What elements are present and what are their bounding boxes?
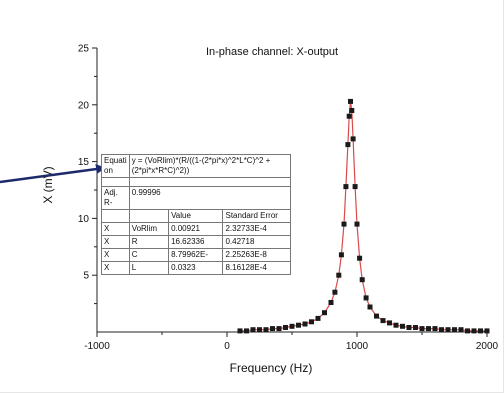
data-point [439, 327, 444, 333]
table-row: X R 16.62336 0.42718 [101, 235, 291, 249]
y-tick-label: 15 [78, 157, 90, 168]
fit-results-table: Equati on y = (VoRlim)*(R/((1-(2*pi*x)^2… [101, 154, 292, 275]
data-point [419, 326, 425, 332]
data-point [452, 327, 457, 333]
cell-parameter: R [128, 235, 170, 249]
data-point [276, 326, 282, 332]
cell-parameter: VoRlim [128, 222, 170, 236]
data-point [413, 325, 418, 330]
axes: -1000 0 1000 2000 5 10 15 20 25 [78, 44, 499, 353]
data-point [354, 221, 360, 227]
data-point [348, 98, 353, 104]
data-point [458, 327, 464, 333]
data-point [250, 327, 256, 333]
table-row-adjr: Adj. R- 0.99996 [101, 186, 292, 210]
table-row: X L 0.0323 8.16128E-4 [101, 261, 291, 275]
x-tick-label: -1000 [84, 341, 110, 352]
equation-text: y = (VoRlim)*(R/((1-(2*pi*x)^2*L*C)^2 +(… [128, 154, 292, 178]
cell-variable: X [101, 248, 130, 262]
data-point [359, 277, 365, 283]
cell-error: 2.32733E-4 [222, 222, 291, 236]
data-point [426, 326, 431, 332]
data-point [263, 327, 269, 333]
y-tick-label: 5 [83, 271, 89, 282]
cell-variable: X [101, 222, 130, 236]
x-tick-label: 2000 [476, 341, 499, 352]
data-point [393, 322, 399, 328]
data-point [289, 323, 295, 329]
chart-title: In-phase channel: X-output [206, 46, 338, 58]
data-point [302, 321, 308, 327]
data-point [322, 310, 327, 316]
data-point [270, 326, 275, 332]
cell-value: 16.62336 [168, 235, 224, 249]
y-tick-label: 25 [78, 44, 90, 55]
data-point [471, 328, 477, 334]
y-axis-label: X (mV) [41, 166, 55, 203]
y-tick-label: 10 [78, 214, 90, 225]
data-point [406, 325, 412, 330]
data-point [349, 108, 355, 113]
adj-r-value: 0.99996 [128, 186, 292, 210]
data-point [237, 328, 243, 334]
y-tick-label: 20 [78, 100, 90, 111]
data-point [357, 255, 363, 261]
table-row: X VoRlim 0.00921 2.32733E-4 [101, 222, 291, 236]
cell-variable: X [101, 261, 130, 275]
table-header-row: Value Standard Error [101, 209, 291, 223]
equation-label: Equati on [101, 154, 130, 178]
data-point [387, 320, 392, 326]
data-point [336, 272, 342, 278]
data-point [343, 184, 349, 190]
data-point [484, 328, 490, 334]
data-point [309, 319, 314, 325]
cell-parameter: C [128, 248, 170, 262]
data-markers [237, 98, 490, 334]
col-header-value: Value [168, 209, 224, 223]
data-point [400, 323, 405, 329]
adj-r-label: Adj. R- [101, 186, 130, 210]
data-point [367, 304, 373, 310]
data-point [341, 221, 347, 227]
data-point [296, 322, 301, 328]
x-tick-label: 0 [224, 341, 230, 352]
cell-value: 0.00921 [168, 222, 224, 236]
data-point [445, 327, 451, 333]
data-point [244, 328, 249, 334]
data-point [345, 142, 351, 148]
data-point [257, 327, 262, 333]
data-point [352, 184, 358, 190]
cell-error: 2.25263E-8 [222, 248, 291, 262]
data-point [332, 289, 338, 295]
data-point [374, 313, 379, 319]
cell-parameter: L [128, 261, 170, 275]
cell-error: 8.16128E-4 [222, 261, 291, 275]
data-point [346, 113, 352, 119]
data-point [283, 325, 288, 330]
data-point [380, 318, 386, 324]
col-header-error: Standard Error [222, 209, 291, 223]
data-point [432, 326, 438, 332]
table-row-equation: Equati on y = (VoRlim)*(R/((1-(2*pi*x)^2… [101, 154, 292, 178]
x-axis-label: Frequency (Hz) [230, 361, 313, 375]
data-point [350, 136, 356, 142]
x-tick-label: 1000 [346, 341, 369, 352]
data-point [363, 295, 369, 301]
cell-error: 0.42718 [222, 235, 291, 249]
callout-arrow [0, 164, 106, 184]
cell-variable: X [101, 235, 130, 249]
data-point [315, 315, 321, 321]
cell-value: 0.0323 [168, 261, 224, 275]
table-row: X C 8.79962E- 2.25263E-8 [101, 248, 291, 262]
table-gap-row [101, 177, 292, 187]
data-point [465, 328, 470, 334]
cell-value: 8.79962E- [168, 248, 224, 262]
data-point [338, 252, 344, 258]
data-point [328, 300, 334, 305]
data-point [478, 328, 483, 334]
